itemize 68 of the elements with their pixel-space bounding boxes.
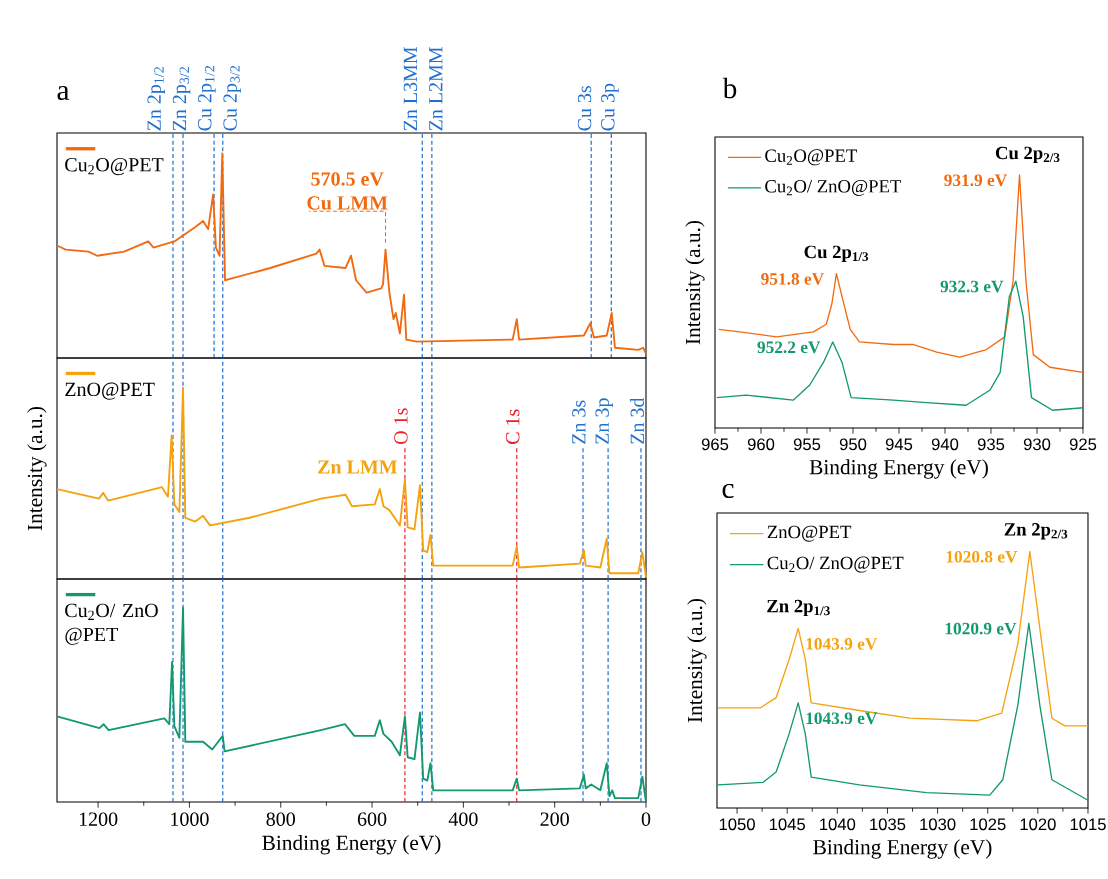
x-tick-label: 1040 [820,818,856,831]
annotation: 1020.8 eV [946,550,1018,563]
chart-title: b [722,77,737,99]
legend-label: Cu$_{2}$O/ ZnO @PET [65,603,158,645]
x-tick-label: 940 [931,438,959,451]
x-tick-label: 960 [747,438,775,451]
ref-line-label: Zn 2p$_{1/2}$ [147,67,165,131]
ref-line-label: Zn 3d [629,397,645,444]
ref-line-label: O 1s [394,408,408,444]
x-tick-label: 1020 [1020,818,1056,831]
text: Cu 2p$_{2/3}$ [995,146,1060,164]
legend-label: Cu$_{2}$O/ ZnO@PET [767,556,904,573]
ref-line-label: Cu 2p$_{3/2}$ [223,65,241,131]
x-axis-title: Binding Energy (eV) [809,459,988,479]
x-tick-label: 1045 [769,818,806,831]
ref-line-label: Zn L2MM [429,47,443,131]
ref-line-label: Zn L3MM [403,47,418,131]
annotation: 570.5 eV [311,172,384,186]
x-tick-label: 925 [1069,438,1097,451]
annotation: Cu LMM [307,196,388,210]
y-axis-title: Intensity (a.u.) [685,220,705,345]
annotation: 932.3 eV [940,280,1004,293]
annotation: 951.8 eV [761,273,824,285]
x-tick-label: 1025 [970,818,1006,831]
x-tick-label: 200 [540,812,569,826]
x-tick-label: 400 [448,812,478,826]
text: Zn 2p$_{2/3}$ [1004,523,1068,540]
x-tick-label: 800 [266,812,295,826]
ref-line-label: C 1s [506,409,520,444]
x-tick-label: 930 [1023,438,1051,451]
x-axis-title: Binding Energy (eV) [262,835,441,855]
x-tick-label: 1030 [920,818,956,831]
ref-line-label: Cu 3s [577,86,592,131]
x-tick-label: 950 [839,438,867,451]
x-tick-label: 1035 [870,818,906,831]
x-tick-label: 1015 [1070,818,1106,831]
x-tick-label: 965 [701,438,729,451]
annotation: 952.2 eV [757,341,821,354]
chart-title: a [57,85,70,101]
y-axis-title: Intensity (a.u.) [27,406,47,531]
x-tick-label: 1000 [171,812,209,826]
annotation: 931.9 eV [944,174,1008,187]
ref-line-label: Cu 2p$_{1/2}$ [198,65,216,131]
legend-label: Cu$_{2}$O@PET [65,158,164,176]
annotation: Zn LMM [318,460,398,474]
x-tick-label: 945 [885,438,913,451]
x-tick-label: 955 [793,438,821,451]
x-tick-label: 600 [357,812,387,826]
x-tick-label: 935 [977,438,1005,451]
annotation: 1043.9 eV [806,638,878,650]
y-axis-title: Intensity (a.u.) [687,598,707,723]
chart-title: c [722,483,734,499]
x-axis-title: Binding Energy (eV) [813,839,992,859]
legend-label: Cu$_{2}$O@PET [765,149,857,166]
annotation: 1043.9 eV [806,712,878,725]
legend-label: Cu$_{2}$O/ ZnO@PET [765,179,902,196]
ref-line-label: Cu 3p [601,83,619,131]
annotation: 1020.9 eV [945,622,1017,635]
x-tick-label: 0 [641,812,651,826]
x-tick-label: 1200 [79,812,118,826]
annotation: Zn 2p$_{1/3}$ [767,599,830,617]
ref-line-label: Zn 3s [572,400,586,444]
legend-label: ZnO@PET [65,382,155,400]
ref-line-label: Zn 2p$_{3/2}$ [172,67,191,131]
x-tick-label: 1050 [719,818,755,831]
annotation: Cu 2p$_{1/3}$ [804,245,869,262]
legend-label: ZnO@PET [767,525,852,542]
ref-line-label: Zn 3p [595,398,613,444]
